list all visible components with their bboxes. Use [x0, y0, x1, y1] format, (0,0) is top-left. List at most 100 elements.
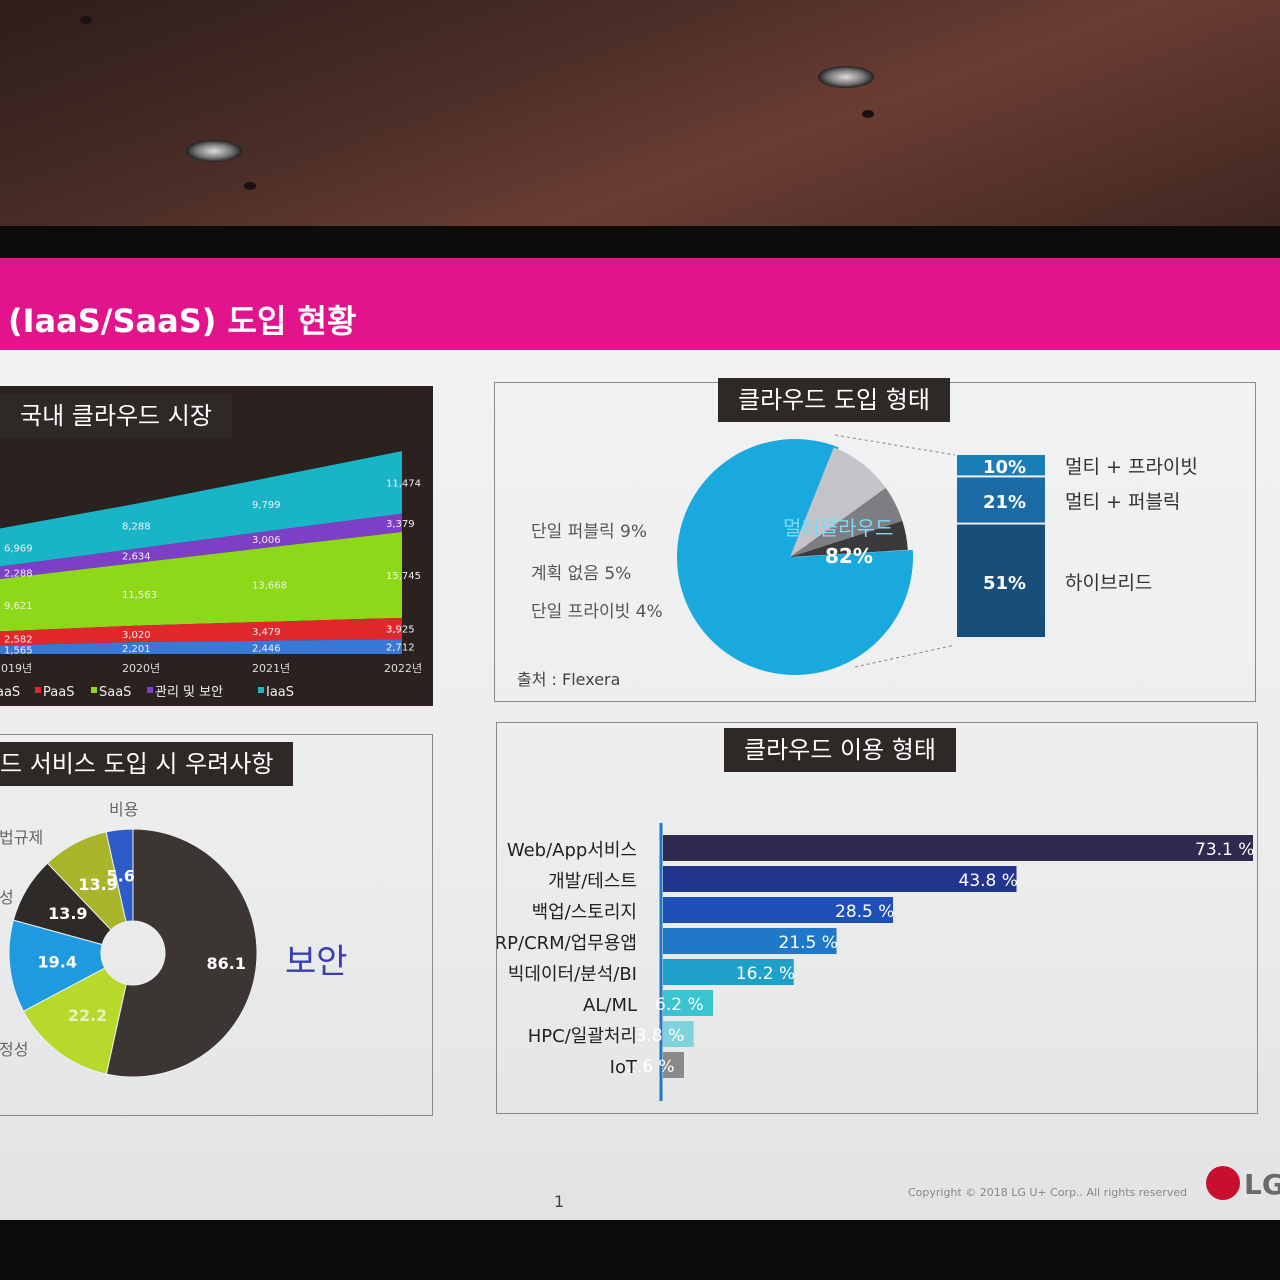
- usage-panel: 73.1 % Web/App서비스 43.8 % 개발/테스트 28.5 % 백업/스토리…: [496, 722, 1258, 1114]
- page-number: 1: [554, 1192, 565, 1211]
- slide: (IaaS/SaaS) 도입 현황 1,565 2,201 2,446 2,712 2,…: [0, 258, 1280, 1220]
- donut-side-label: 법규제: [0, 828, 43, 847]
- lg-logo-text: LG: [1244, 1168, 1280, 1201]
- usage-panel-title: 클라우드 이용 형태: [724, 728, 956, 772]
- area-series-1: [0, 617, 402, 646]
- area-data-label: 11,563: [122, 590, 157, 601]
- donut-value: 19.4: [37, 953, 76, 972]
- area-data-label: 3,379: [386, 519, 415, 530]
- legend-item: IaaS: [266, 685, 294, 700]
- area-data-label: 3,020: [122, 630, 151, 641]
- donut-value: 22.2: [68, 1006, 107, 1025]
- legend-swatch: [91, 687, 97, 693]
- legend-item: PaaS: [43, 685, 74, 700]
- donut-side-label: 성: [0, 888, 14, 907]
- title-bar: [0, 258, 1280, 350]
- area-series-4: [0, 451, 402, 567]
- usage-bar-value: 73.1 %: [1195, 840, 1254, 860]
- area-series-2: [0, 532, 402, 632]
- breakdown-label: 멀티 + 프라이빗: [1065, 456, 1198, 478]
- usage-bar-value: 16.2 %: [736, 964, 795, 984]
- adoption-panel-title: 클라우드 도입 형태: [718, 378, 950, 422]
- donut-side-label: 정성: [0, 1040, 28, 1059]
- area-data-label: 3,006: [252, 535, 281, 546]
- usage-bar: [663, 928, 837, 954]
- usage-bar-value: 43.8 %: [959, 871, 1018, 891]
- donut-value: 13.9: [48, 904, 87, 923]
- donut-value: 86.1: [206, 954, 245, 973]
- donut-value: 5.6: [106, 866, 134, 885]
- concerns-panel-title: 드 서비스 도입 시 우려사항: [0, 742, 294, 786]
- donut-slice: [105, 828, 258, 1078]
- area-data-label: 2,634: [122, 551, 151, 562]
- usage-category-label: Web/App서비스: [507, 840, 637, 861]
- breakdown-segment: [957, 455, 1045, 476]
- area-data-label: 2,446: [252, 643, 281, 654]
- usage-bar-chart: 73.1 % Web/App서비스 43.8 % 개발/테스트 28.5 % 백업/스토리…: [497, 823, 1254, 1101]
- usage-category-label: ERP/CRM/업무용앱: [497, 933, 637, 954]
- area-data-label: 2,582: [4, 634, 33, 645]
- breakdown-value: 10%: [983, 457, 1026, 478]
- donut-side-label: 비용: [109, 800, 138, 819]
- area-data-label: 2,201: [122, 644, 151, 655]
- pie-label-multicloud: 멀티클라우드: [783, 516, 893, 540]
- ceiling-fixture: [862, 110, 874, 118]
- usage-bar-value: 28.5 %: [835, 902, 894, 922]
- area-series-0: [0, 639, 402, 654]
- donut-slice: [8, 919, 106, 1012]
- connector-line: [854, 644, 956, 668]
- breakdown-value: 51%: [983, 573, 1026, 594]
- donut-callout: 보안: [285, 942, 348, 982]
- usage-bar: [663, 835, 1253, 861]
- area-data-label: 2,288: [4, 569, 33, 580]
- area-data-label: 9,799: [252, 500, 281, 511]
- connector-line: [834, 434, 956, 456]
- lg-logo-icon: [1206, 1166, 1240, 1200]
- area-data-label: 3,479: [252, 627, 281, 638]
- area-data-label: 9,621: [4, 601, 33, 612]
- usage-category-label: HPC/일괄처리: [528, 1026, 637, 1047]
- area-data-label: 1,565: [4, 646, 33, 657]
- breakdown-segment: [957, 524, 1045, 637]
- usage-category-label: AL/ML: [583, 995, 637, 1016]
- legend-swatch: [147, 687, 153, 693]
- usage-bar: [663, 866, 1017, 892]
- adoption-pie-slice: [790, 487, 903, 557]
- pie-side-label: 계획 없음 5%: [531, 564, 631, 584]
- area-x-tick: 2020년: [122, 662, 160, 675]
- breakdown-segment: [957, 477, 1045, 523]
- area-x-tick: 2019년: [0, 662, 32, 675]
- area-x-tick: 2022년: [384, 662, 422, 675]
- ceiling-light: [186, 140, 242, 162]
- usage-bar-value: 6.2 %: [655, 995, 704, 1015]
- ceiling-fixture: [80, 16, 92, 24]
- area-data-label: 11,474: [386, 478, 421, 489]
- breakdown-label: 하이브리드: [1065, 572, 1152, 594]
- pie-side-label: 단일 프라이빗 4%: [531, 602, 663, 622]
- pie-value-multicloud: 82%: [825, 544, 873, 568]
- usage-bar: [663, 1052, 684, 1078]
- usage-category-label: IoT: [610, 1057, 638, 1078]
- legend-swatch: [35, 687, 41, 693]
- area-data-label: 2,712: [386, 643, 415, 654]
- usage-bar-value: 3.8 %: [636, 1026, 685, 1046]
- ceiling-fixture: [244, 182, 256, 190]
- area-data-label: 15,745: [386, 571, 421, 582]
- usage-bar: [663, 959, 794, 985]
- slide-title: (IaaS/SaaS) 도입 현황: [8, 302, 357, 340]
- breakdown-value: 21%: [983, 492, 1026, 513]
- area-series-3: [0, 513, 402, 579]
- adoption-pie-chart: 멀티클라우드 82% 단일 퍼블릭 9% 계획 없음 5% 단일 프라이빗 4% 10% 멀…: [517, 434, 1198, 689]
- market-panel: 1,565 2,201 2,446 2,712 2,582 3,020 3,479 3,925…: [0, 386, 433, 706]
- donut-value: 13.9: [78, 875, 117, 894]
- legend-item: 관리 및 보안: [155, 685, 223, 700]
- usage-bar: [663, 990, 714, 1016]
- usage-bar: [663, 1021, 694, 1047]
- adoption-panel: 멀티클라우드 82% 단일 퍼블릭 9% 계획 없음 5% 단일 프라이빗 4% 10% 멀…: [494, 382, 1256, 702]
- breakdown-label: 멀티 + 퍼블릭: [1065, 491, 1180, 513]
- donut-slice: [105, 828, 134, 923]
- usage-bar: [663, 897, 894, 923]
- pie-side-label: 단일 퍼블릭 9%: [531, 522, 647, 542]
- area-data-label: 8,288: [122, 522, 151, 533]
